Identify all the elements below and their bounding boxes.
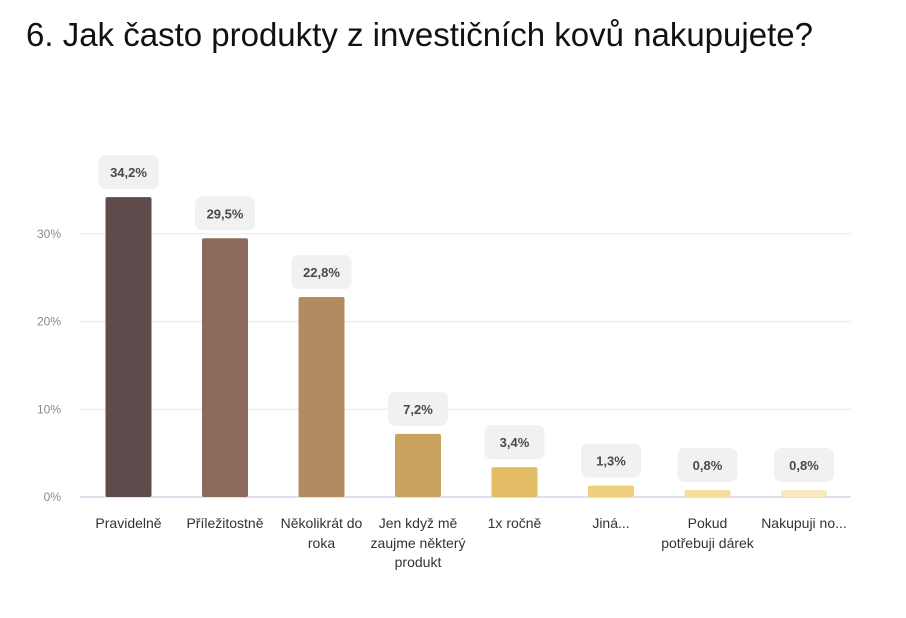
value-label: 1,3% — [581, 443, 641, 478]
y-tick-label: 0% — [44, 490, 62, 504]
category-label: Nakupuji no... — [761, 515, 847, 531]
category-label: Jiná... — [592, 515, 630, 531]
bar — [105, 197, 152, 498]
value-label: 34,2% — [98, 155, 159, 190]
value-label: 29,5% — [195, 196, 255, 231]
chart-title: 6. Jak často produkty z investičních kov… — [26, 16, 813, 53]
value-label-text: 29,5% — [207, 206, 244, 221]
value-label: 0,8% — [677, 447, 738, 482]
bar — [684, 489, 731, 497]
y-tick-label: 30% — [37, 227, 61, 241]
value-label-text: 0,8% — [693, 458, 723, 473]
category-label: Příležitostně — [186, 515, 264, 531]
value-label-pill — [774, 447, 834, 482]
value-label-pill — [677, 447, 738, 482]
value-label-text: 34,2% — [110, 165, 147, 180]
value-label-pill — [98, 155, 159, 190]
y-tick-label: 20% — [37, 315, 61, 329]
y-tick-label: 10% — [37, 402, 61, 416]
value-label-text: 0,8% — [789, 458, 819, 473]
bar — [588, 485, 634, 497]
value-label-pill — [291, 255, 352, 290]
value-label-text: 22,8% — [303, 265, 340, 280]
category-label: Několikrát do roka — [280, 515, 363, 551]
category-label: Jen když mě zaujme některý produkt — [370, 515, 466, 570]
bar-layer — [105, 197, 827, 498]
value-label-pill — [581, 443, 641, 478]
value-label-pill — [388, 391, 448, 426]
value-label: 7,2% — [388, 391, 448, 426]
value-label: 0,8% — [774, 447, 834, 482]
value-label: 3,4% — [484, 425, 545, 460]
value-label-layer: 34,2% 29,5% 22,8% 7,2% 3,4% 1,3% 0,8% 0,8% — [98, 155, 834, 482]
bar — [202, 238, 248, 497]
value-label-text: 1,3% — [596, 454, 626, 469]
category-label: Pravidelně — [95, 515, 162, 531]
category-label: 1x ročně — [487, 515, 542, 531]
value-label-text: 7,2% — [403, 402, 433, 417]
bar — [298, 297, 345, 497]
value-label-pill — [484, 425, 545, 460]
value-label-pill — [195, 196, 255, 231]
bar — [781, 489, 827, 497]
category-label: Pokud potřebuji dárek — [661, 515, 754, 551]
bar — [395, 433, 441, 497]
value-label-text: 3,4% — [500, 435, 530, 450]
bar — [491, 467, 538, 497]
value-label: 22,8% — [291, 255, 352, 290]
